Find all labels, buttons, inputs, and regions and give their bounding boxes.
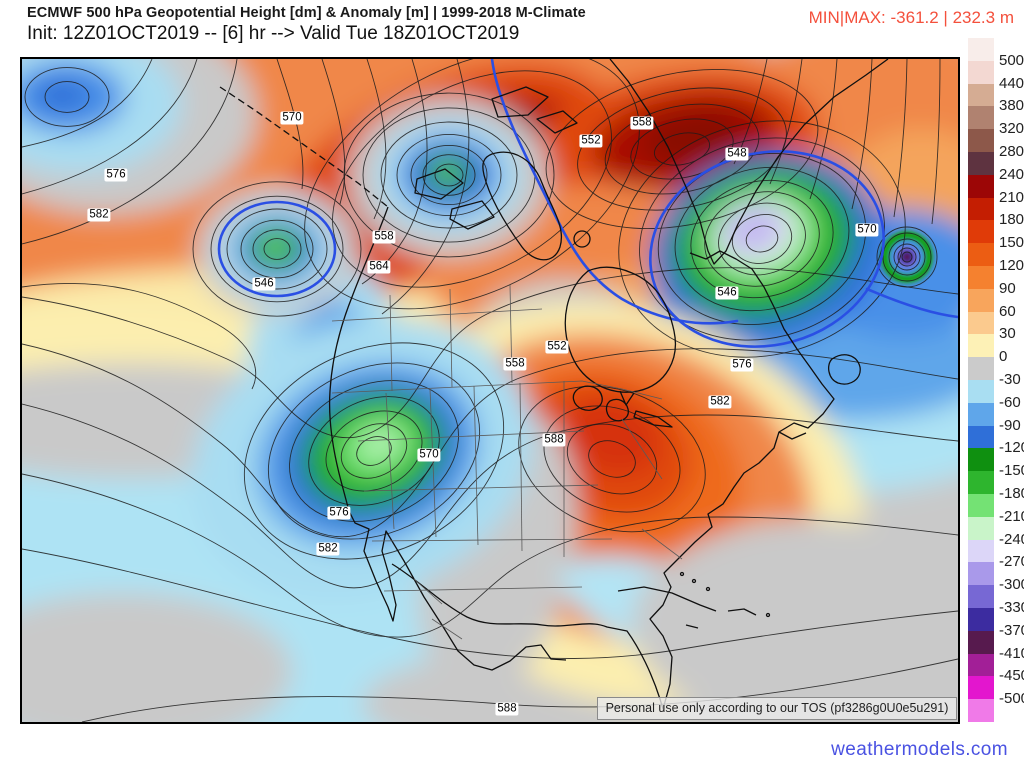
contour-value-label: 576 <box>730 358 754 372</box>
colorbar-cell <box>968 83 994 107</box>
contour-value-label: 552 <box>579 134 603 148</box>
tos-watermark: Personal use only according to our TOS (… <box>597 697 957 720</box>
colorbar-cells <box>968 38 994 722</box>
colorbar-cell <box>968 448 994 472</box>
colorbar-cell <box>968 425 994 449</box>
colorbar-tick-label: 0 <box>999 348 1008 366</box>
colorbar-tick-label: -270 <box>999 553 1024 571</box>
colorbar-cell <box>968 653 994 677</box>
colorbar-cell <box>968 197 994 221</box>
colorbar-tick-label: -370 <box>999 621 1024 639</box>
colorbar-tick-label: -410 <box>999 644 1024 662</box>
colorbar-tick-label: 150 <box>999 234 1024 252</box>
colorbar-cell <box>968 402 994 426</box>
map-subtitle-init-valid: Init: 12Z01OCT2019 -- [6] hr --> Valid T… <box>27 23 520 44</box>
contour-value-label: 570 <box>417 448 441 462</box>
contour-value-label: 576 <box>327 506 351 520</box>
contour-value-label: 546 <box>252 277 276 291</box>
colorbar-tick-label: 90 <box>999 279 1016 297</box>
colorbar-tick-label: -180 <box>999 485 1024 502</box>
colorbar-tick-label: 60 <box>999 302 1016 320</box>
colorbar-tick-label: -300 <box>999 576 1024 594</box>
colorbar-tick-label: 500 <box>999 51 1024 69</box>
colorbar-tick-label: 280 <box>999 143 1024 160</box>
colorbar-cell <box>968 38 994 61</box>
contour-value-label: 582 <box>316 542 340 556</box>
coastline-layer <box>219 59 889 710</box>
colorbar-tick-label: -240 <box>999 530 1024 548</box>
contour-value-label: 582 <box>708 395 732 409</box>
colorbar-cell <box>968 539 994 563</box>
colorbar-tick-label: 440 <box>999 74 1024 92</box>
colorbar-cell <box>968 129 994 152</box>
contour-value-label: 576 <box>104 168 128 182</box>
colorbar-cell <box>968 471 994 494</box>
colorbar-cell <box>968 493 994 517</box>
minmax-readout: MIN|MAX: -361.2 | 232.3 m <box>808 8 1014 27</box>
contour-value-label: 588 <box>542 433 566 447</box>
colorbar-cell <box>968 585 994 608</box>
colorbar-tick-label: -330 <box>999 599 1024 616</box>
contour-value-label: 548 <box>725 147 749 161</box>
colorbar-cell <box>968 630 994 654</box>
contour-value-label: 558 <box>503 357 527 371</box>
contour-value-label: 570 <box>280 111 304 125</box>
colorbar-tick-label: 30 <box>999 325 1016 343</box>
colorbar-cell <box>968 60 994 84</box>
colorbar-tick-label: -500 <box>999 690 1024 708</box>
colorbar-cell <box>968 265 994 289</box>
colorbar-tick-label: -60 <box>999 393 1021 411</box>
colorbar-labels: 500 440 380 320 280 240 210 180 150 120 90 60 30 0 -30… <box>999 38 1024 722</box>
colorbar-cell <box>968 676 994 700</box>
contour-value-label: 570 <box>855 223 879 237</box>
colorbar-tick-label: 380 <box>999 97 1024 115</box>
site-link[interactable]: weathermodels.com <box>831 739 1008 760</box>
colorbar-cell <box>968 106 994 130</box>
anomaly-field-canvas <box>22 59 958 722</box>
colorbar-cell <box>968 151 994 175</box>
contour-value-label: 552 <box>545 340 569 354</box>
colorbar-tick-label: 210 <box>999 188 1024 206</box>
colorbar-tick-label: -150 <box>999 462 1024 480</box>
contour-value-label: 588 <box>495 702 519 716</box>
colorbar-tick-label: 120 <box>999 257 1024 274</box>
colorbar-tick-label: -450 <box>999 667 1024 685</box>
colorbar-tick-label: -30 <box>999 371 1021 388</box>
contour-value-label: 558 <box>372 230 396 244</box>
colorbar-cell <box>968 607 994 631</box>
colorbar-cell <box>968 311 994 335</box>
colorbar-cell <box>968 288 994 312</box>
weather-map-image: 570 576 582 558 552 558 564 548 570 546 546 552 558 5… <box>20 57 960 724</box>
contour-value-label: 582 <box>87 208 111 222</box>
colorbar-tick-label: 240 <box>999 165 1024 183</box>
colorbar-cell <box>968 357 994 380</box>
contour-value-label: 546 <box>715 286 739 300</box>
colorbar-cell <box>968 220 994 244</box>
colorbar-cell <box>968 516 994 540</box>
height-contour-lines <box>22 59 958 722</box>
colorbar-cell <box>968 174 994 198</box>
colorbar-cell <box>968 243 994 266</box>
colorbar-cell <box>968 379 994 403</box>
contour-value-label: 564 <box>367 260 391 274</box>
colorbar-cell <box>968 334 994 358</box>
colorbar-tick-label: -120 <box>999 439 1024 457</box>
map-title: ECMWF 500 hPa Geopotential Height [dm] &… <box>27 5 586 21</box>
colorbar-cell <box>968 562 994 586</box>
colorbar-tick-label: -90 <box>999 416 1021 434</box>
colorbar-tick-label: 320 <box>999 120 1024 138</box>
colorbar-cell <box>968 699 994 722</box>
closed-contour-rings <box>24 59 938 560</box>
colorbar-tick-label: -210 <box>999 507 1024 525</box>
contour-label-layer: 570 576 582 558 552 558 564 548 570 546 546 552 558 5… <box>22 59 958 722</box>
contour-value-label: 558 <box>630 116 654 130</box>
colorbar-tick-label: 180 <box>999 211 1024 229</box>
